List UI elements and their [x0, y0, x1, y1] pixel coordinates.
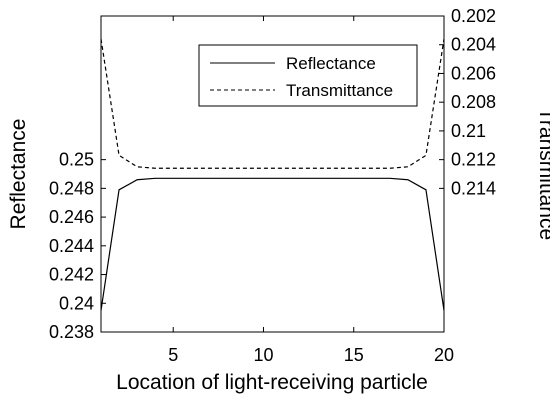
y-left-tick-label: 0.238	[49, 322, 94, 342]
legend-label-reflectance: Reflectance	[286, 54, 376, 73]
y-left-tick-label: 0.246	[49, 207, 94, 227]
x-tick-label: 10	[253, 345, 273, 365]
x-tick-label: 15	[344, 345, 364, 365]
series-line-reflectance	[100, 177, 445, 311]
y-right-tick-label: 0.206	[451, 63, 496, 83]
y-left-tick-label: 0.242	[49, 265, 94, 285]
legend-label-transmittance: Transmittance	[286, 81, 393, 100]
y-left-tick-label: 0.244	[49, 236, 94, 256]
axis-ticks: 5 10 15 20 0.238 0.24 0.242 0.244 0.246 0.248 0.25…	[49, 6, 496, 365]
legend-box	[198, 44, 418, 107]
y-right-tick-label: 0.214	[451, 178, 496, 198]
y-right-tick-label: 0.212	[451, 150, 496, 170]
series-line-transmittance	[100, 38, 445, 169]
legend: Reflectance Transmittance	[198, 44, 418, 107]
series-layer	[100, 38, 445, 311]
x-tick-label: 5	[168, 345, 178, 365]
y-right-tick-label: 0.202	[451, 6, 496, 26]
x-axis-title: Location of light-receiving particle	[116, 371, 428, 394]
y-right-tick-label: 0.21	[451, 121, 486, 141]
y-right-tick-label: 0.208	[451, 92, 496, 112]
x-tick-label: 20	[434, 345, 454, 365]
y-left-tick-label: 0.248	[49, 178, 94, 198]
y-axis-title-right: Transmittance	[535, 108, 550, 240]
y-right-tick-label: 0.204	[451, 35, 496, 55]
y-axis-title-left: Reflectance	[7, 119, 30, 230]
y-left-tick-label: 0.24	[59, 293, 94, 313]
y-left-tick-label: 0.25	[59, 150, 94, 170]
